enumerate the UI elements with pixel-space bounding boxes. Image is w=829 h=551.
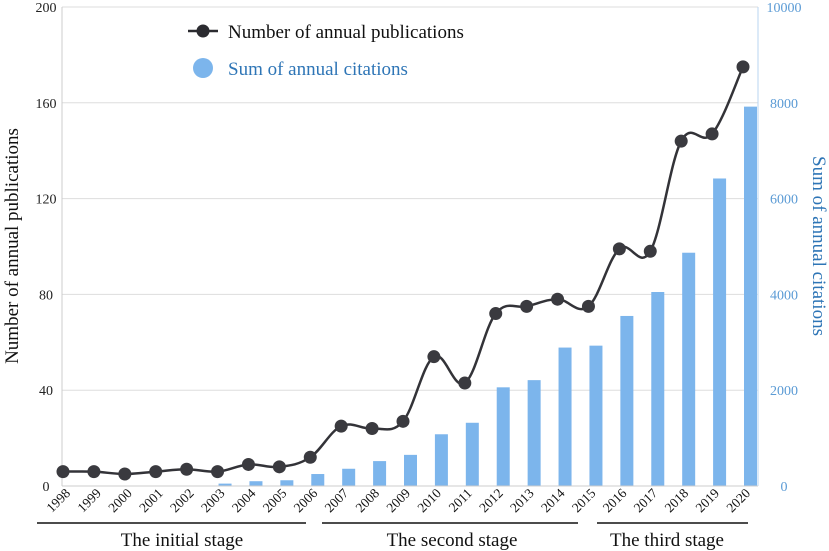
bar-2020 <box>744 106 757 486</box>
right-tick-label: 0 <box>781 480 788 495</box>
publication-points <box>56 60 750 481</box>
x-tick-label: 2010 <box>414 485 444 515</box>
x-tick-label: 2011 <box>446 486 475 515</box>
x-tick-label: 2019 <box>693 485 723 515</box>
point-2007 <box>334 419 348 433</box>
left-tick-label: 80 <box>39 288 53 303</box>
x-tick-label: 2013 <box>507 485 537 515</box>
publication-line <box>62 66 745 476</box>
point-2012 <box>489 307 503 321</box>
right-axis-ticks: 0 2000 4000 6000 8000 10000 <box>767 1 802 495</box>
legend: Number of annual publications Sum of ann… <box>188 22 464 80</box>
x-tick-label: 2000 <box>105 485 135 515</box>
point-2017 <box>643 244 657 258</box>
bar-2004 <box>249 481 263 486</box>
x-tick-label: 2008 <box>353 485 383 515</box>
bar-2003 <box>218 483 232 486</box>
left-tick-label: 120 <box>36 193 57 208</box>
bar-2013 <box>527 380 541 486</box>
point-2004 <box>241 457 255 471</box>
left-tick-label: 160 <box>36 97 57 112</box>
point-1999 <box>87 465 101 479</box>
bar-2015 <box>589 345 603 486</box>
x-tick-label: 1999 <box>74 485 104 515</box>
right-tick-label: 10000 <box>767 1 802 16</box>
grid <box>62 6 758 391</box>
left-tick-label: 40 <box>39 384 53 399</box>
point-2015 <box>581 299 595 313</box>
x-axis-ticks: 1998 1999 2000 2001 2002 2003 2004 2005 2006 2007… <box>43 485 753 515</box>
bar-2011 <box>465 422 479 486</box>
y-axis-right-label: Sum of annual citations <box>808 156 829 336</box>
stage-third-label: The third stage <box>610 530 724 551</box>
bar-2014 <box>558 347 572 486</box>
point-2013 <box>520 299 534 313</box>
y-axis-left-label: Number of annual publications <box>2 128 23 364</box>
bar-2016 <box>620 315 634 486</box>
right-tick-label: 2000 <box>770 384 798 399</box>
point-2010 <box>427 350 441 364</box>
bar-2017 <box>651 292 665 486</box>
legend-citations-label: Sum of annual citations <box>228 59 408 80</box>
point-2018 <box>674 134 688 148</box>
bar-2009 <box>404 454 417 486</box>
point-2014 <box>551 292 565 306</box>
x-tick-label: 2018 <box>662 485 692 515</box>
x-tick-label: 2002 <box>167 486 197 516</box>
bar-2019 <box>713 178 727 486</box>
stage-annotations: The initial stage The second stage The t… <box>37 522 748 551</box>
x-tick-label: 2003 <box>198 485 228 515</box>
bar-2018 <box>682 252 696 486</box>
x-tick-label: 2016 <box>600 485 630 515</box>
x-tick-label: 2006 <box>291 485 321 515</box>
point-2006 <box>303 450 317 464</box>
legend-bar-dot <box>193 58 213 78</box>
stage-initial-label: The initial stage <box>121 530 243 551</box>
x-tick-label: 2020 <box>723 485 753 515</box>
left-axis-ticks: 0 40 80 120 160 200 <box>36 1 57 495</box>
point-1998 <box>56 465 70 479</box>
stage-second-label: The second stage <box>387 530 518 551</box>
left-tick-label: 200 <box>36 1 57 16</box>
point-2000 <box>118 467 132 481</box>
point-2001 <box>149 465 163 479</box>
point-2019 <box>705 127 719 141</box>
point-2016 <box>612 242 626 256</box>
bar-2012 <box>496 387 510 486</box>
right-tick-label: 4000 <box>770 288 798 303</box>
point-2011 <box>458 376 472 390</box>
x-tick-label: 2007 <box>322 485 352 515</box>
legend-line-dot <box>196 24 210 38</box>
point-2003 <box>211 465 225 479</box>
x-tick-label: 2014 <box>538 485 568 515</box>
point-2008 <box>365 422 379 436</box>
citation-bars <box>187 106 757 486</box>
x-tick-label: 2005 <box>260 485 290 515</box>
bar-2008 <box>373 461 387 486</box>
bar-2006 <box>311 474 325 486</box>
x-tick-label: 2017 <box>631 485 661 515</box>
point-2009 <box>396 414 410 428</box>
bar-2010 <box>434 434 448 486</box>
left-tick-label: 0 <box>43 480 50 495</box>
right-tick-label: 8000 <box>770 97 798 112</box>
x-tick-label: 2009 <box>383 485 413 515</box>
bar-2007 <box>342 468 356 486</box>
x-tick-label: 2001 <box>136 486 166 516</box>
point-2002 <box>180 462 194 476</box>
point-2005 <box>272 460 286 474</box>
x-tick-label: 2004 <box>229 485 259 515</box>
x-tick-label: 2012 <box>476 486 506 516</box>
legend-publications-label: Number of annual publications <box>228 22 464 43</box>
right-tick-label: 6000 <box>770 193 798 208</box>
x-tick-label: 2015 <box>569 485 599 515</box>
bar-2005 <box>280 480 294 486</box>
point-2020 <box>736 60 750 74</box>
